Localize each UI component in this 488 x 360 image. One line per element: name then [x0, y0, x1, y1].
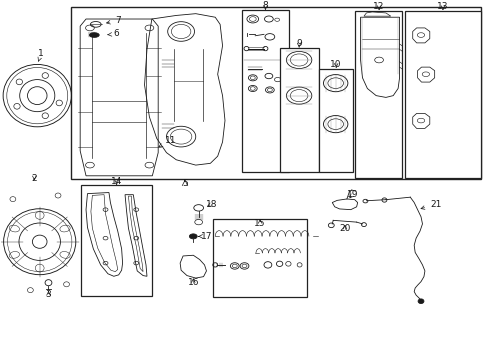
Text: 4: 4 — [0, 359, 1, 360]
Text: 12: 12 — [373, 2, 384, 11]
Text: 14: 14 — [111, 177, 122, 186]
Text: 19: 19 — [346, 190, 358, 199]
Text: 2: 2 — [31, 174, 37, 183]
Text: 18: 18 — [205, 200, 217, 209]
Bar — [71, 6, 480, 179]
Bar — [212, 219, 306, 297]
Ellipse shape — [417, 299, 423, 303]
Text: 21: 21 — [420, 200, 441, 210]
Text: 8: 8 — [262, 1, 268, 10]
Text: 6: 6 — [107, 30, 119, 39]
Text: 9: 9 — [296, 40, 302, 49]
Ellipse shape — [189, 234, 197, 239]
Ellipse shape — [89, 33, 99, 37]
Bar — [405, 11, 480, 178]
Text: 1: 1 — [38, 49, 44, 61]
Text: 3: 3 — [45, 289, 51, 298]
Text: 15: 15 — [254, 219, 265, 228]
Bar — [279, 48, 318, 172]
Bar — [354, 11, 402, 178]
Text: 11: 11 — [159, 136, 176, 147]
Text: 7: 7 — [106, 16, 121, 25]
Text: 20: 20 — [339, 224, 350, 233]
Text: 16: 16 — [187, 278, 199, 287]
Bar — [318, 69, 352, 172]
Text: 13: 13 — [436, 2, 448, 11]
Bar — [81, 185, 152, 296]
Text: 5: 5 — [182, 180, 187, 189]
Text: 17: 17 — [198, 232, 212, 241]
Text: 10: 10 — [330, 60, 341, 69]
Bar — [242, 10, 289, 172]
